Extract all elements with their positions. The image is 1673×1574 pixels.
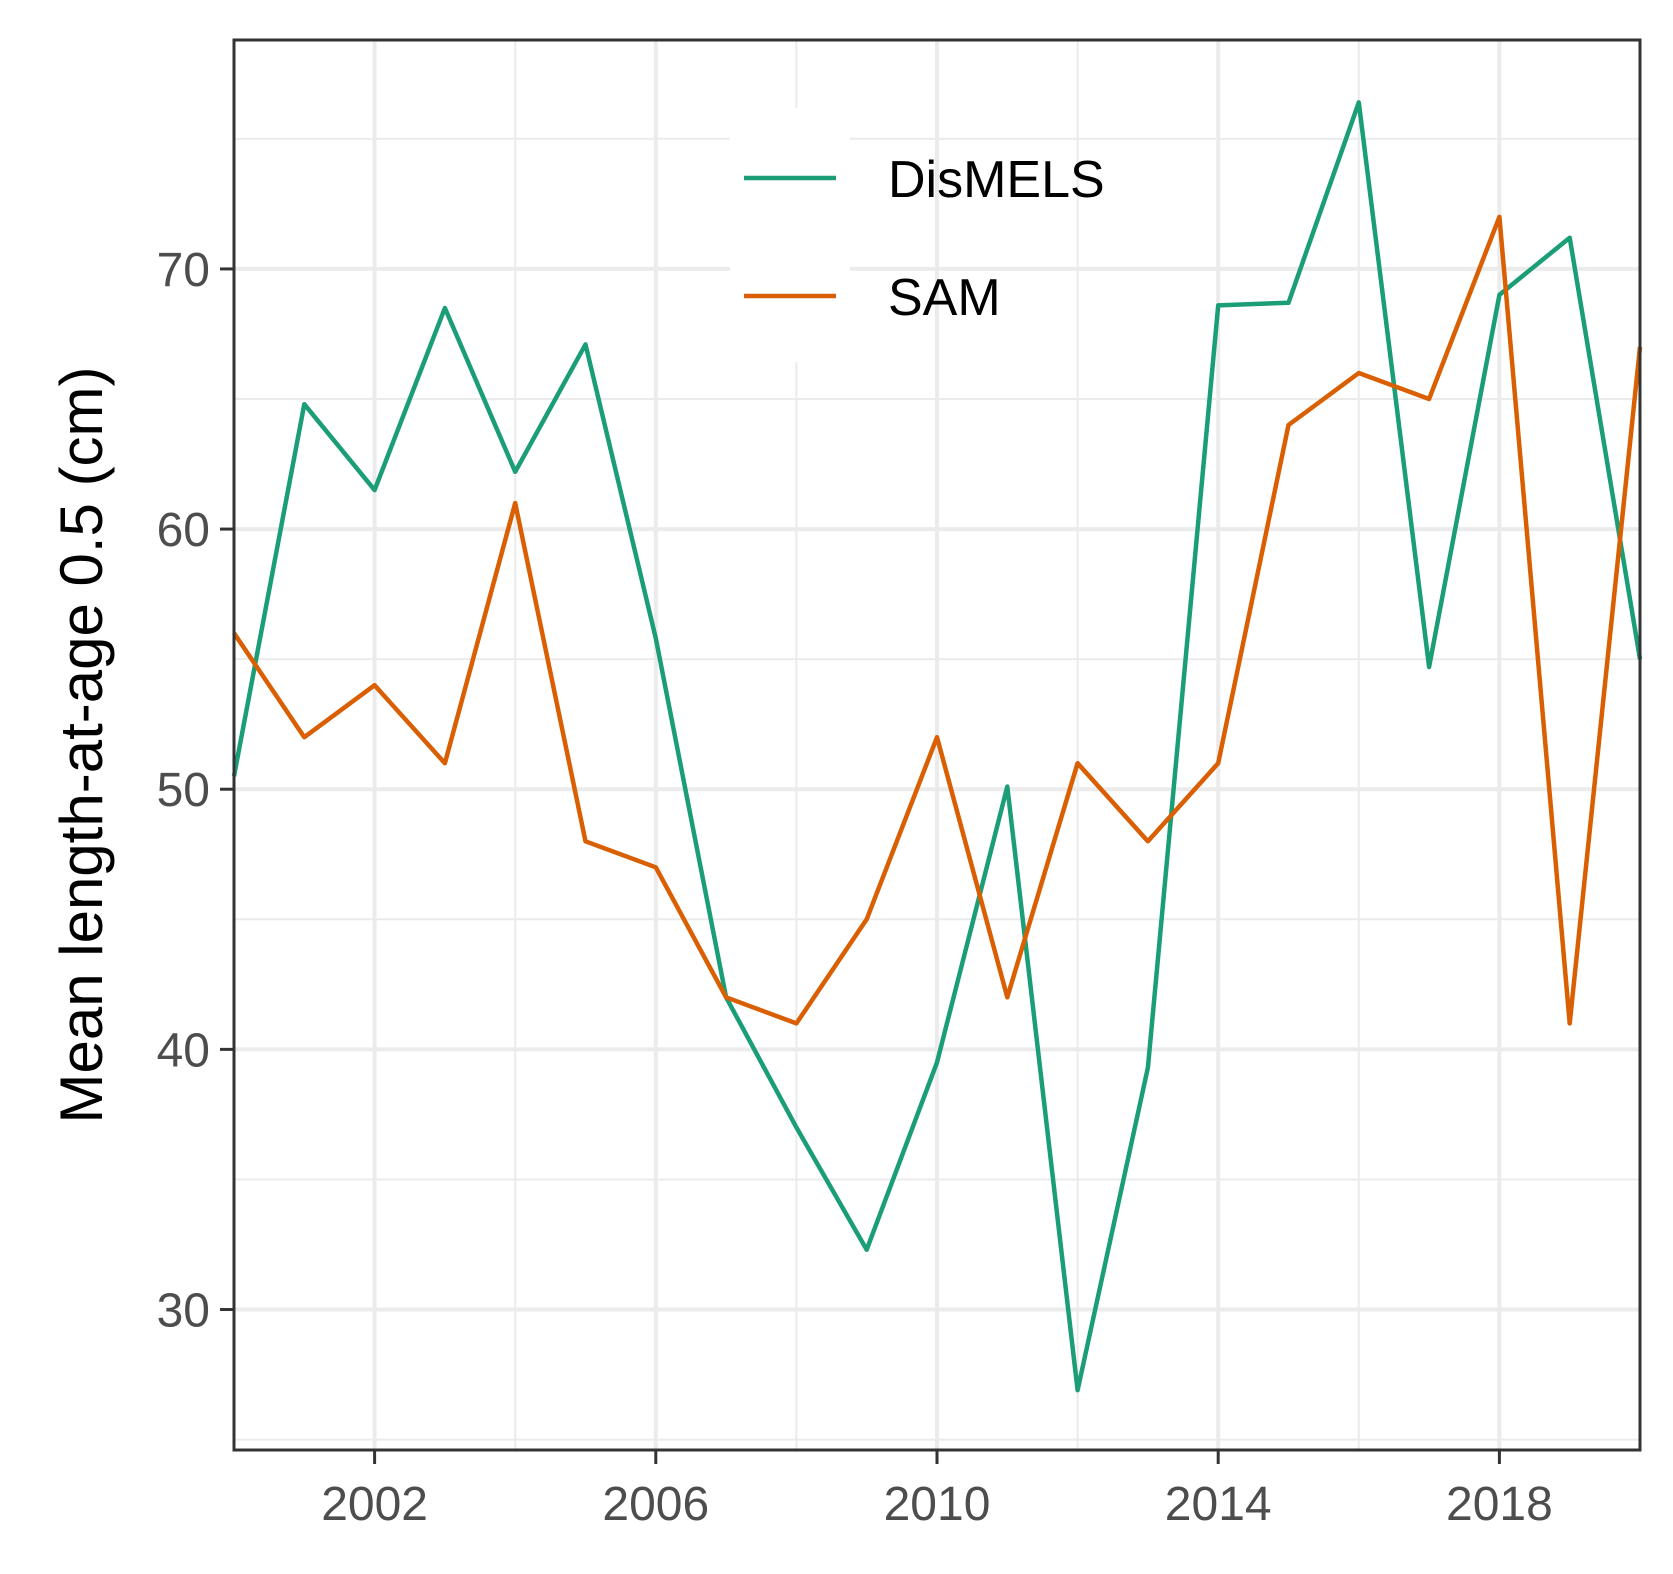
y-tick-label: 40 [157,1024,210,1077]
legend-key-background [730,108,850,362]
x-tick-label: 2006 [602,1478,709,1531]
x-axis: 2002 2006 2010 2014 2018 [321,1450,1553,1531]
y-tick-label: 30 [157,1285,210,1338]
y-tick-label: 50 [157,764,210,817]
x-tick-label: 2002 [321,1478,428,1531]
legend: DisMELS SAM [730,108,1105,362]
y-tick-label: 70 [157,244,210,297]
x-tick-label: 2010 [884,1478,991,1531]
y-tick-label: 60 [157,504,210,557]
y-axis: 30 40 50 60 70 [157,244,234,1338]
x-tick-label: 2014 [1165,1478,1272,1531]
y-axis-title: Mean length-at-age 0.5 (cm) [48,366,115,1123]
series-line-dismels [231,100,1643,1393]
x-tick-label: 2018 [1446,1478,1553,1531]
series-line-sam [232,214,1643,1026]
series-lines [231,100,1643,1393]
legend-label-sam: SAM [888,269,1001,327]
legend-label-dismels: DisMELS [888,151,1105,209]
